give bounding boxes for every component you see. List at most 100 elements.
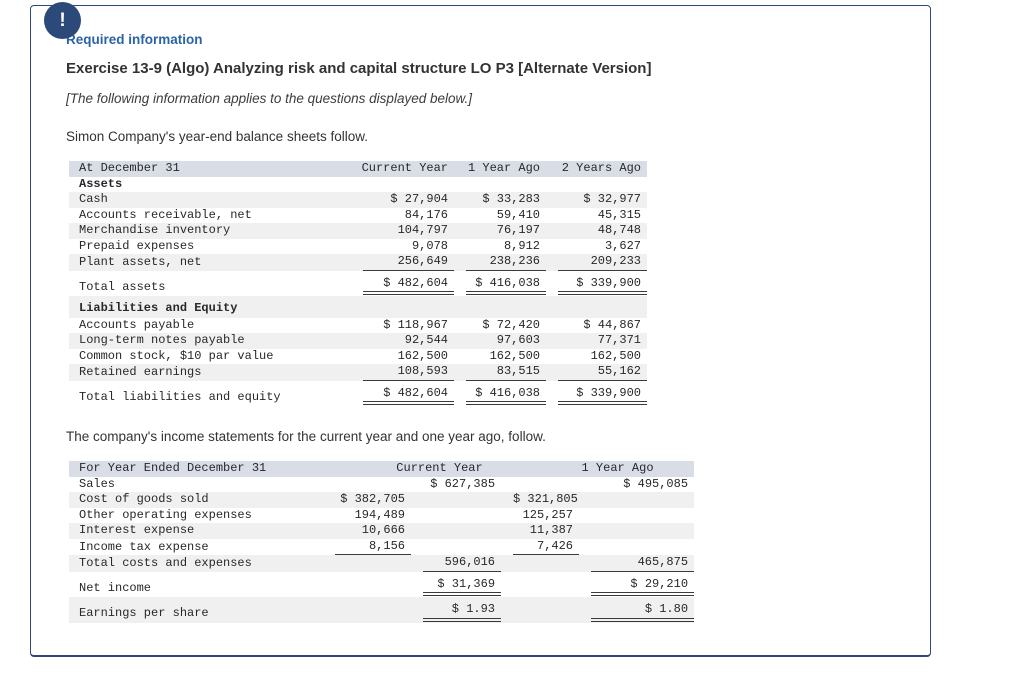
balance-sheet-header-row: At December 31 Current Year 1 Year Ago 2 Ye… bbox=[69, 161, 647, 177]
cell-value: $ 33,283 bbox=[482, 192, 540, 206]
cell: 83,515 bbox=[454, 364, 546, 381]
cell-value: 10,666 bbox=[361, 523, 405, 537]
cell-value bbox=[513, 477, 579, 493]
cell-value: $ 29,210 bbox=[591, 577, 695, 596]
cell-value bbox=[513, 581, 579, 597]
cell: 238,236 bbox=[454, 254, 546, 271]
exercise-title: Exercise 13-9 (Algo) Analyzing risk and … bbox=[66, 60, 652, 77]
cell-value: 77,371 bbox=[597, 333, 641, 347]
cell-value bbox=[363, 301, 454, 317]
cell-value: 194,489 bbox=[354, 507, 405, 522]
cell: 48,748 bbox=[546, 223, 647, 239]
table-row: Interest expense 10,666 11,387 bbox=[69, 523, 695, 539]
cell-value: 45,315 bbox=[597, 207, 641, 222]
applies-note: [The following information applies to th… bbox=[66, 91, 472, 106]
cell: $ 416,038 bbox=[454, 381, 546, 407]
cell: $ 33,283 bbox=[454, 192, 546, 208]
cell: 256,649 bbox=[351, 254, 454, 271]
cell-value: 465,875 bbox=[591, 555, 695, 572]
cell-value bbox=[423, 523, 501, 539]
table-row: Accounts payable $ 118,967 $ 72,420 $ 44,86… bbox=[69, 318, 647, 334]
cell-value: $ 339,900 bbox=[558, 276, 647, 295]
column-header: 2 Years Ago bbox=[546, 161, 647, 177]
cell: $ 44,867 bbox=[546, 318, 647, 334]
cell: 9,078 bbox=[351, 239, 454, 255]
cell-value bbox=[423, 508, 501, 524]
cell-value: $ 118,967 bbox=[383, 317, 448, 332]
cell-value: 92,544 bbox=[404, 333, 448, 347]
cell-value: 59,410 bbox=[496, 207, 540, 222]
cell: 59,410 bbox=[454, 208, 546, 224]
cell: 10,666 bbox=[323, 523, 411, 539]
cell-value bbox=[558, 301, 647, 317]
cell: 209,233 bbox=[546, 254, 647, 271]
cell: 596,016 bbox=[411, 555, 502, 572]
cell: $ 382,705 bbox=[323, 492, 411, 508]
cell-value bbox=[466, 177, 546, 193]
cell-value bbox=[591, 540, 694, 556]
row-label: Total liabilities and equity bbox=[79, 389, 281, 404]
cell: 77,371 bbox=[546, 333, 647, 349]
cell bbox=[323, 477, 411, 493]
cell bbox=[501, 555, 580, 572]
income-statement-table: For Year Ended December 31 Current Year 1 … bbox=[69, 461, 695, 623]
row-label: Common stock, $10 par value bbox=[79, 348, 274, 363]
table-row: Prepaid expenses 9,078 8,912 3,627 bbox=[69, 239, 647, 255]
cell bbox=[323, 597, 411, 623]
cell: $ 29,210 bbox=[579, 572, 695, 598]
cell-value: 8,156 bbox=[335, 539, 411, 555]
cell-value: $ 416,038 bbox=[466, 386, 546, 405]
table-row: Common stock, $10 par value 162,500 162,50… bbox=[69, 349, 647, 365]
cell-value: 162,500 bbox=[590, 348, 641, 363]
table-row: Income tax expense 8,156 7,426 bbox=[69, 539, 694, 556]
cell bbox=[501, 477, 579, 493]
cell-value: 7,426 bbox=[513, 539, 580, 555]
row-label: Retained earnings bbox=[69, 364, 351, 381]
cell-value: $ 321,805 bbox=[513, 492, 578, 506]
cell: $ 482,604 bbox=[351, 381, 454, 407]
row-label: Net income bbox=[79, 580, 152, 595]
cell: 465,875 bbox=[579, 555, 695, 572]
table-row: Plant assets, net 256,649 238,236 209,233 bbox=[69, 254, 647, 271]
table-row: Retained earnings 108,593 83,515 55,162 bbox=[69, 364, 647, 381]
cell: $ 1.80 bbox=[579, 597, 695, 623]
cell-value: $ 31,369 bbox=[423, 577, 502, 596]
row-label: Total assets bbox=[79, 279, 166, 294]
row-label: Cost of goods sold bbox=[69, 492, 323, 508]
column-header-one-year-ago: 1 Year Ago bbox=[501, 461, 695, 477]
cell-value: 9,078 bbox=[411, 238, 448, 253]
cell-value: $ 44,867 bbox=[583, 317, 641, 332]
row-label: Cash bbox=[69, 192, 351, 208]
cell-value: 11,387 bbox=[529, 523, 574, 537]
cell-value: 3,627 bbox=[604, 238, 641, 253]
cell: $ 32,977 bbox=[546, 192, 647, 208]
table-row: Sales $ 627,385 $ 495,085 bbox=[69, 477, 694, 493]
cell bbox=[411, 508, 501, 524]
cell: 3,627 bbox=[546, 239, 647, 255]
cell bbox=[411, 492, 502, 508]
cell: $ 31,369 bbox=[411, 572, 502, 598]
row-label: Prepaid expenses bbox=[79, 238, 195, 253]
cell-value: 48,748 bbox=[597, 223, 641, 237]
cell: 76,197 bbox=[454, 223, 546, 239]
cell-value: 162,500 bbox=[489, 348, 540, 363]
cell-value: 84,176 bbox=[404, 207, 448, 222]
balance-sheet-table: At December 31 Current Year 1 Year Ago 2 Ye… bbox=[69, 161, 647, 406]
row-label: Accounts receivable, net bbox=[79, 207, 252, 222]
cell bbox=[501, 572, 579, 598]
table-row: Net income $ 31,369 $ 29,210 bbox=[69, 572, 695, 598]
cell-value: 256,649 bbox=[363, 254, 454, 271]
cell bbox=[579, 492, 695, 508]
card-content: Required information Exercise 13-9 (Algo… bbox=[31, 6, 930, 623]
column-header: Current Year bbox=[351, 161, 454, 177]
cell: 7,426 bbox=[501, 539, 580, 555]
cell-value: 55,162 bbox=[558, 364, 647, 381]
table-row: Merchandise inventory 104,797 76,197 48,748 bbox=[69, 223, 647, 239]
cell: $ 72,420 bbox=[454, 318, 546, 334]
cell-value: 97,603 bbox=[496, 333, 540, 347]
row-label: Total costs and expenses bbox=[69, 555, 323, 572]
cell: 97,603 bbox=[454, 333, 546, 349]
table-row: Total costs and expenses 596,016 465,875 bbox=[69, 555, 695, 572]
cell bbox=[546, 296, 647, 318]
cell-value: 108,593 bbox=[363, 364, 454, 381]
